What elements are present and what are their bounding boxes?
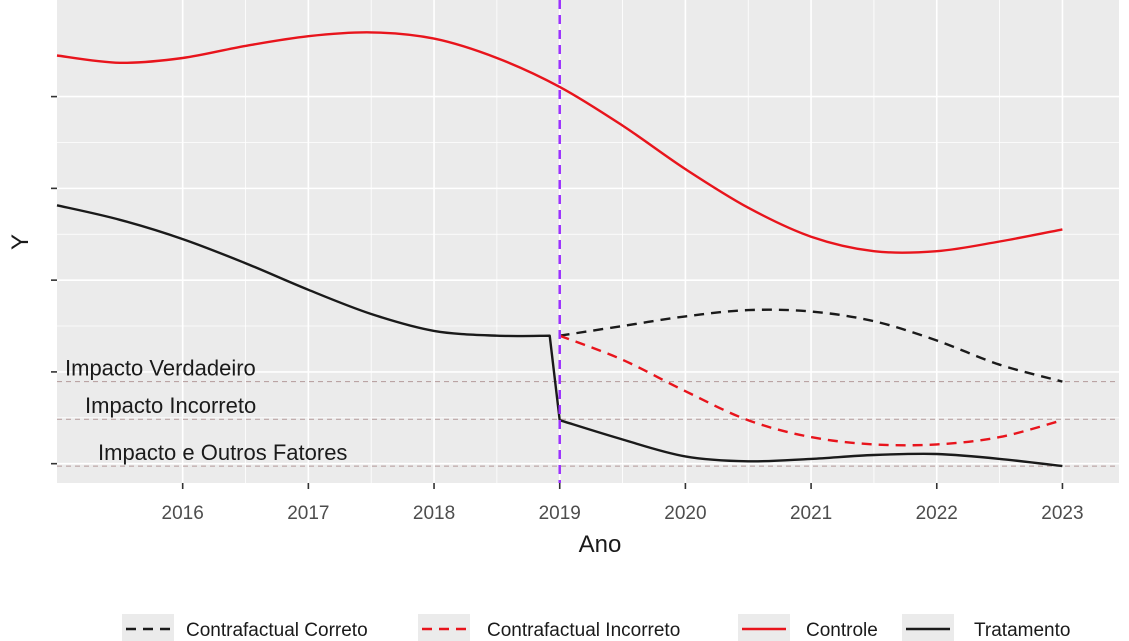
series-line-contrafactual-correto — [559, 308, 1063, 383]
x-tick-label: 2020 — [664, 503, 706, 524]
x-tick-label: 2017 — [287, 503, 329, 524]
legend-key-controle — [738, 614, 790, 641]
series-line-controle — [56, 31, 1063, 254]
legend-label: Controle — [806, 620, 878, 641]
legend-label: Tratamento — [974, 620, 1070, 641]
x-tick-label: 2016 — [162, 503, 204, 524]
legend-label: Contrafactual Correto — [186, 620, 368, 641]
legend-key-box — [902, 614, 954, 641]
annotation-label: Impacto Incorreto — [85, 393, 256, 418]
x-tick-label: 2022 — [916, 503, 958, 524]
x-tick-label: 2021 — [790, 503, 832, 524]
annotation-label: Impacto e Outros Fatores — [98, 440, 347, 465]
x-tick-label: 2018 — [413, 503, 455, 524]
annotation-label: Impacto Verdadeiro — [65, 356, 256, 381]
x-axis-title: Ano — [579, 531, 622, 558]
y-axis-ticks — [51, 95, 57, 465]
series-line-contrafactual-incorreto — [559, 334, 1063, 447]
series-line-tratamento — [56, 204, 1063, 468]
annotations: Impacto Verdadeiro Impacto Incorreto Impac… — [65, 356, 347, 466]
reference-lines — [57, 381, 1119, 467]
legend-label: Contrafactual Incorreto — [487, 620, 680, 641]
legend-key-box — [122, 614, 174, 641]
legend-key-box — [738, 614, 790, 641]
legend-key-box — [418, 614, 470, 641]
grid-lines — [57, 0, 1119, 483]
legend: Contrafactual Correto Contrafactual Incor… — [122, 614, 1070, 641]
y-axis-title: Y — [7, 234, 34, 250]
x-axis: 2016 2017 2018 2019 2020 2021 2022 2023 — [162, 483, 1084, 524]
legend-key-contrafactual-incorreto — [418, 614, 470, 641]
legend-key-contrafactual-correto — [122, 614, 174, 641]
series-lines — [56, 31, 1063, 468]
x-tick-label: 2023 — [1041, 503, 1083, 524]
plot-panel — [57, 0, 1119, 483]
legend-key-tratamento — [902, 614, 954, 641]
x-tick-label: 2019 — [539, 503, 581, 524]
